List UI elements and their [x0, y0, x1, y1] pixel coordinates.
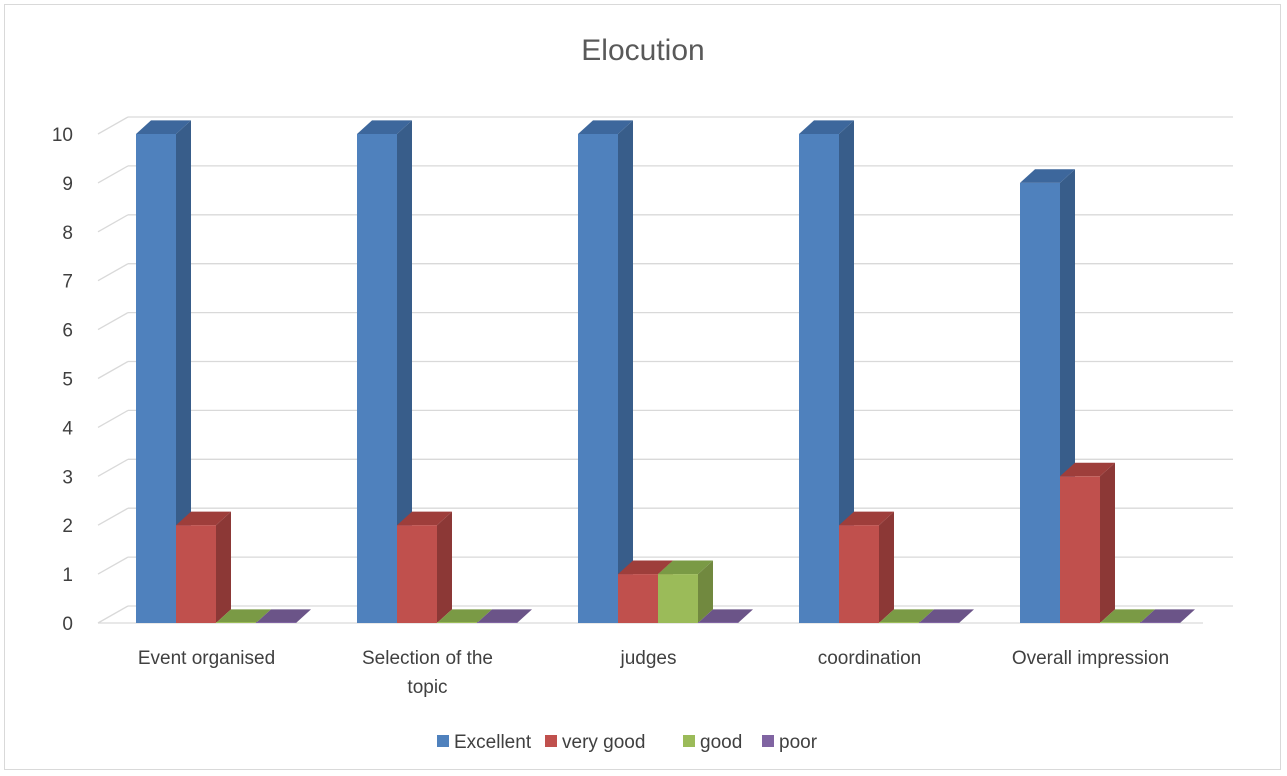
bar-top: [477, 609, 532, 623]
bar-top: [1060, 462, 1115, 477]
x-category-label: topic: [407, 677, 447, 698]
legend-swatch: [762, 735, 774, 747]
x-category-label: Overall impression: [1012, 648, 1169, 669]
y-tick-label: 1: [62, 565, 73, 586]
bar-side: [879, 511, 894, 623]
bar: [919, 622, 959, 623]
gridline-connector: [97, 312, 129, 331]
y-tick-label: 8: [62, 223, 73, 244]
bar: [658, 574, 698, 623]
bar: [136, 134, 176, 623]
legend-label: very good: [562, 732, 645, 753]
bar-top: [839, 511, 894, 526]
bar-top: [136, 120, 191, 134]
x-category-label: coordination: [818, 648, 922, 669]
bar-top: [578, 120, 633, 134]
bar: [1100, 622, 1140, 623]
bar-top: [658, 560, 713, 575]
gridline-connector: [97, 360, 129, 380]
bar-side: [698, 560, 713, 623]
y-tick-label: 0: [62, 614, 73, 635]
legend-label: Excellent: [454, 732, 532, 753]
bar-side: [618, 120, 633, 624]
bar: [357, 134, 397, 623]
bar-side: [1100, 462, 1115, 623]
gridline-connector: [97, 458, 129, 477]
y-tick-label: 5: [62, 370, 73, 391]
bar-side: [176, 120, 191, 624]
gridline-connector: [97, 507, 129, 526]
bar-side: [216, 511, 231, 623]
gridline-connector: [97, 605, 129, 624]
y-tick-label: 10: [52, 125, 73, 146]
bar: [578, 134, 618, 623]
bar-top: [216, 609, 271, 623]
bar: [477, 622, 517, 623]
y-tick-label: 2: [62, 516, 73, 537]
bar: [879, 622, 919, 623]
legend-label: poor: [779, 732, 818, 753]
gridline-connector: [97, 263, 129, 282]
bar: [839, 525, 879, 623]
bar-top: [618, 560, 673, 575]
bar-top: [397, 511, 452, 526]
bar-side: [397, 120, 412, 624]
legend-swatch: [683, 735, 695, 747]
bar-top: [1020, 169, 1075, 183]
bar: [1060, 476, 1100, 623]
bar: [1140, 622, 1180, 623]
bar-top: [1140, 609, 1195, 623]
x-category-label: judges: [620, 648, 677, 669]
bar-top: [698, 609, 753, 623]
bar-side: [839, 120, 854, 624]
bar-top: [879, 609, 934, 623]
bar: [698, 622, 738, 623]
bar-top: [799, 120, 854, 134]
y-tick-label: 6: [62, 321, 73, 342]
gridline-connector: [97, 556, 129, 575]
legend-label: good: [700, 732, 742, 753]
y-tick-label: 9: [62, 174, 73, 195]
y-tick-label: 7: [62, 272, 73, 293]
y-tick-label: 4: [62, 418, 73, 439]
gridline-connector: [97, 116, 129, 135]
bar-top: [919, 609, 974, 623]
bar: [437, 622, 477, 623]
bar: [397, 525, 437, 623]
chart-title: Elocution: [581, 34, 704, 67]
gridline-connector: [97, 165, 129, 184]
bar: [618, 574, 658, 623]
bar: [1020, 182, 1060, 623]
gridline-connector: [97, 214, 129, 233]
bar-top: [1100, 609, 1155, 623]
gridline-connector: [97, 409, 129, 428]
y-tick-label: 3: [62, 467, 73, 488]
legend-swatch: [545, 735, 557, 747]
bar: [256, 622, 296, 623]
bar: [176, 525, 216, 623]
bar-top: [256, 609, 311, 623]
x-category-label: Event organised: [138, 648, 275, 669]
bar-side: [437, 511, 452, 623]
bar: [799, 134, 839, 623]
legend-swatch: [437, 735, 449, 747]
bar-top: [357, 120, 412, 134]
bar-top: [176, 511, 231, 526]
bar: [216, 622, 256, 623]
bar-top: [437, 609, 492, 623]
x-category-label: Selection of the: [362, 648, 493, 669]
